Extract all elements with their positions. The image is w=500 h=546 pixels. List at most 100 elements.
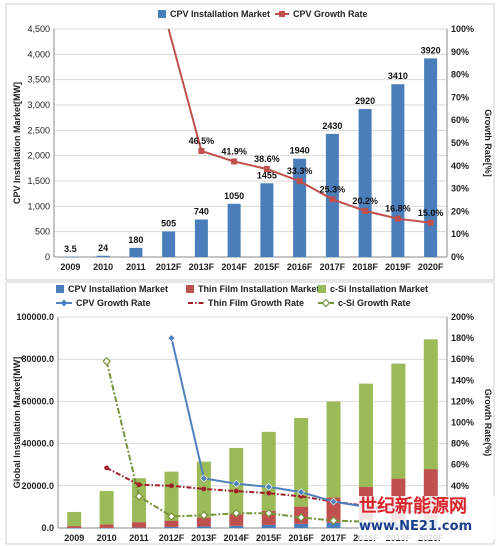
c-si-growth-point bbox=[264, 508, 274, 518]
bar-thin-film bbox=[99, 524, 114, 528]
y2-tick-label: 0% bbox=[451, 252, 464, 262]
y-tick-label: 40000.0 bbox=[21, 439, 54, 449]
x-tick-label: 2016F bbox=[287, 262, 313, 272]
y2-tick-label: 90% bbox=[451, 47, 469, 57]
c-si-growth-point bbox=[134, 492, 144, 501]
growth-data-label: 15.0% bbox=[418, 208, 444, 218]
y2-tick-label: 40% bbox=[451, 481, 469, 491]
growth-point bbox=[296, 178, 303, 185]
x-tick-label: 2020F bbox=[418, 262, 444, 272]
y2-tick-label: 120% bbox=[451, 396, 474, 406]
y2-tick-label: 70% bbox=[451, 92, 469, 102]
bar bbox=[63, 256, 77, 258]
bar bbox=[129, 247, 143, 257]
legend-label: Thin Film Installation Market bbox=[198, 284, 320, 294]
y2-tick-label: 100% bbox=[451, 24, 474, 34]
bar-data-label: 505 bbox=[161, 218, 176, 228]
growth-point bbox=[231, 158, 238, 165]
chart-frame bbox=[5, 3, 495, 281]
legend-swatch-thin-film bbox=[186, 285, 194, 293]
y2-tick-label: 80% bbox=[451, 439, 469, 449]
bar-data-label: 24 bbox=[98, 243, 108, 253]
growth-data-label: 46.5% bbox=[189, 136, 215, 146]
y-tick-label: 3,500 bbox=[27, 75, 50, 85]
growth-point bbox=[427, 219, 434, 226]
y2-tick-label: 20% bbox=[451, 206, 469, 216]
x-tick-label: 2011 bbox=[129, 533, 149, 543]
growth-data-label: 38.6% bbox=[254, 154, 280, 164]
x-tick-label: 2014F bbox=[221, 262, 247, 272]
bar-cpv bbox=[132, 527, 147, 529]
legend-swatch-bar bbox=[158, 10, 166, 18]
bar-data-label: 3.5 bbox=[64, 244, 77, 254]
legend-label: CPV Installation Market bbox=[170, 9, 270, 19]
x-tick-label: 2010 bbox=[93, 262, 113, 272]
x-tick-label: 2015F bbox=[254, 262, 280, 272]
bar-cpv bbox=[164, 526, 179, 528]
bar bbox=[424, 58, 438, 258]
y2-axis-title: Growth Rate(%) bbox=[483, 389, 493, 457]
thin-film-growth-point bbox=[104, 465, 110, 471]
bar bbox=[162, 231, 176, 257]
bar-c-si bbox=[261, 431, 276, 512]
x-tick-label: 2010 bbox=[97, 533, 117, 543]
growth-point bbox=[198, 147, 205, 154]
bar bbox=[96, 255, 110, 257]
c-si-growth-point bbox=[296, 513, 306, 522]
thin-film-growth-point bbox=[298, 493, 304, 499]
growth-data-label: 20.2% bbox=[352, 196, 378, 206]
growth-point bbox=[329, 196, 336, 203]
y-tick-label: 2,500 bbox=[27, 125, 50, 135]
bar-thin-film bbox=[229, 514, 244, 526]
bar-data-label: 3920 bbox=[421, 45, 441, 55]
watermark-url: www.NE21.com bbox=[359, 519, 473, 534]
growth-data-label: 16.8% bbox=[385, 204, 411, 214]
y-tick-label: 1,000 bbox=[27, 201, 50, 211]
cpv-growth-point bbox=[167, 334, 176, 343]
c-si-growth-point bbox=[231, 508, 241, 518]
y-tick-label: 20000.0 bbox=[21, 481, 54, 491]
y2-tick-label: 40% bbox=[451, 161, 469, 171]
cpv-growth-point bbox=[232, 479, 241, 488]
y-axis-title: Global Installation Market[MW] bbox=[12, 357, 22, 489]
cpv-growth-point bbox=[199, 474, 208, 483]
legend-label: CPV Growth Rate bbox=[293, 9, 368, 19]
bar bbox=[260, 183, 274, 257]
y2-tick-label: 140% bbox=[451, 375, 474, 385]
x-tick-label: 2011 bbox=[126, 262, 146, 272]
bar-data-label: 3410 bbox=[388, 71, 408, 81]
x-tick-label: 2012F bbox=[159, 533, 185, 543]
bar-thin-film bbox=[67, 526, 82, 528]
x-tick-label: 2017F bbox=[320, 262, 346, 272]
legend-swatch-c-si bbox=[318, 285, 326, 293]
bar bbox=[194, 219, 208, 257]
growth-data-label: 33.3% bbox=[287, 166, 313, 176]
x-tick-label: 2015F bbox=[256, 533, 282, 543]
y-tick-label: 0 bbox=[45, 252, 50, 262]
chart-frame bbox=[5, 281, 495, 545]
x-tick-label: 2017F bbox=[321, 533, 347, 543]
bar-c-si bbox=[294, 417, 309, 507]
legend-label: c-Si Installation Market bbox=[330, 284, 428, 294]
bar-thin-film bbox=[326, 497, 341, 523]
bar-cpv bbox=[261, 524, 276, 528]
legend-swatch-marker bbox=[279, 11, 285, 17]
bar bbox=[325, 133, 339, 257]
legend-label: CPV Growth Rate bbox=[76, 298, 151, 308]
bar-thin-film bbox=[196, 517, 211, 527]
x-tick-label: 2019F bbox=[385, 262, 411, 272]
y2-tick-label: 160% bbox=[451, 354, 474, 364]
bar bbox=[391, 84, 405, 257]
bar-c-si bbox=[67, 511, 82, 527]
y-tick-label: 4,000 bbox=[27, 49, 50, 59]
thin-film-growth-point bbox=[136, 482, 142, 488]
watermark: 世纪新能源网 www.NE21.com bbox=[359, 496, 497, 540]
bar-c-si bbox=[391, 363, 406, 479]
c-si-growth-point bbox=[329, 516, 338, 525]
bar-c-si bbox=[326, 401, 341, 498]
y-tick-label: 60000.0 bbox=[21, 396, 54, 406]
thin-film-growth-point bbox=[169, 483, 174, 489]
bar-thin-film bbox=[132, 522, 147, 528]
legend-label: c-Si Growth Rate bbox=[338, 298, 411, 308]
